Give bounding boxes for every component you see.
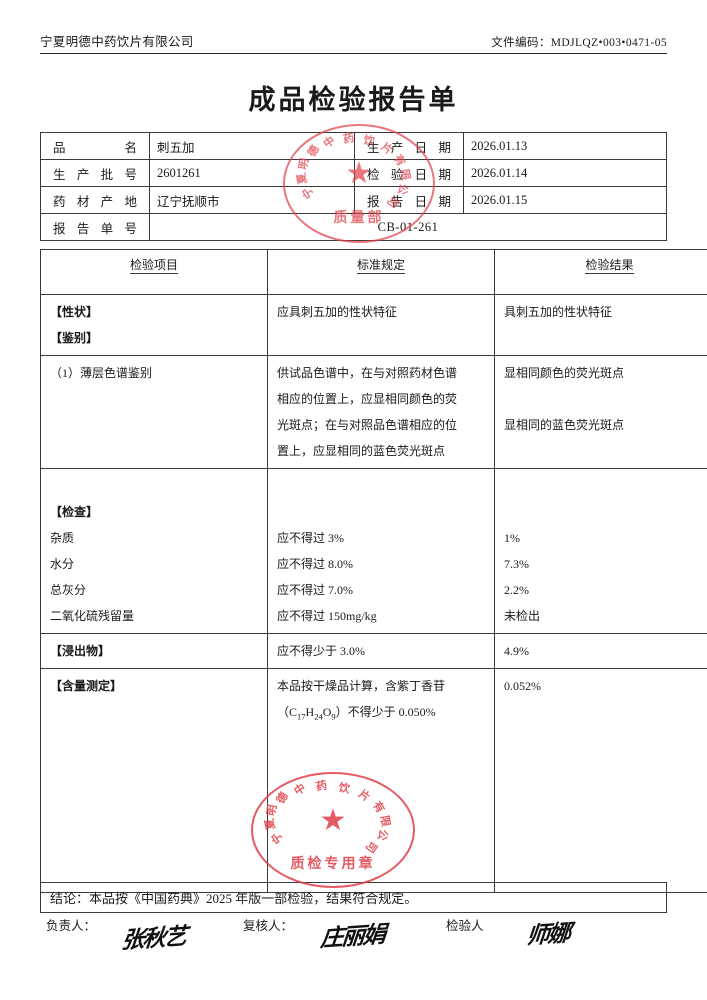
column-header-item: 检验项目: [40, 249, 268, 295]
column-header-result: 检验结果: [494, 249, 707, 295]
qc-special-seal: 宁夏明德中药饮片有限公司 ★ 质检专用章: [251, 772, 415, 888]
document-header: 宁夏明德中药饮片有限公司 文件编码：MDJLQZ•003•0471-05: [40, 31, 667, 50]
results-table: 检验项目 标准规定 检验结果 【性状】 【鉴别】 应具刺五加的性状特征 具刺五加…: [40, 249, 707, 893]
cell-standard: 应不得少于 3.0%: [267, 633, 495, 669]
signature-row: 负责人： 张秋艺 复核人： 庄丽娟 检验人 师娜: [46, 913, 667, 973]
cell-item: （1）薄层色谱鉴别: [40, 355, 268, 469]
batch-label: 生产批号: [40, 159, 150, 187]
cell-item: 【含量测定】: [40, 668, 268, 893]
seal-bottom-text: 质检专用章: [290, 856, 376, 872]
conclusion-text: 结论：本品按《中国药典》2025 年版一部检验，结果符合规定。: [40, 882, 667, 913]
table-row: （1）薄层色谱鉴别 供试品色谱中，在与对照药材色谱 相应的位置上，应显相同颜色的…: [40, 355, 707, 469]
document-code-label: 文件编码：: [491, 37, 551, 49]
table-row: 【性状】 【鉴别】 应具刺五加的性状特征 具刺五加的性状特征: [40, 294, 707, 356]
cell-item: 【检查】 杂质 水分 总灰分 二氧化硫残留量: [40, 468, 268, 634]
conclusion-table: 结论：本品按《中国药典》2025 年版一部检验，结果符合规定。: [40, 882, 667, 913]
quality-department-seal: 宁夏明德中药饮片有限公司 ★ 质量部: [283, 124, 435, 243]
signature-mark-manager: 张秋艺: [120, 922, 187, 955]
signature-mark-reviewer: 庄丽娟: [319, 920, 386, 953]
table-row: 【检查】 杂质 水分 总灰分 二氧化硫残留量 应不得过 3% 应不得过 8.0%…: [40, 468, 707, 634]
table-row: 【浸出物】 应不得少于 3.0% 4.9%: [40, 633, 707, 669]
inspection-date-value: 2026.01.14: [463, 159, 667, 187]
signature-label-reviewer: 复核人：: [243, 919, 294, 933]
document-code: 文件编码：MDJLQZ•003•0471-05: [491, 34, 667, 50]
cell-result: 4.9%: [494, 633, 707, 669]
cell-standard: 供试品色谱中，在与对照药材色谱 相应的位置上，应显相同颜色的荧 光斑点；在与对照…: [267, 355, 495, 469]
production-date-value: 2026.01.13: [463, 132, 667, 160]
report-no-label: 报告单号: [40, 213, 150, 241]
column-header-standard: 标准规定: [267, 249, 495, 295]
document-code-value: MDJLQZ•003•0471-05: [550, 37, 667, 49]
cell-result: 0.052%: [494, 668, 707, 893]
cell-result: 显相同颜色的荧光斑点 显相同的蓝色荧光斑点: [494, 355, 707, 469]
signature-label-inspector: 检验人: [446, 919, 484, 933]
signature-label-manager: 负责人：: [46, 919, 97, 933]
formula-line: （C17H24O9）不得少于 0.050%: [277, 705, 436, 722]
star-icon: ★: [345, 157, 373, 191]
report-date-value: 2026.01.15: [463, 186, 667, 214]
table-row: 结论：本品按《中国药典》2025 年版一部检验，结果符合规定。: [40, 882, 667, 913]
star-icon: ★: [319, 804, 347, 838]
product-name-label: 品名: [40, 132, 150, 160]
cell-result: 1% 7.3% 2.2% 未检出: [494, 468, 707, 634]
table-header-row: 检验项目 标准规定 检验结果: [40, 249, 707, 295]
origin-label: 药材产地: [40, 186, 150, 214]
signature-mark-inspector: 师娜: [525, 919, 571, 950]
cell-standard: 应具刺五加的性状特征: [267, 294, 495, 356]
cell-item: 【性状】 【鉴别】: [40, 294, 268, 356]
seal-bottom-text: 质量部: [333, 211, 385, 227]
cell-item: 【浸出物】: [40, 633, 268, 669]
cell-result: 具刺五加的性状特征: [494, 294, 707, 356]
header-divider: [40, 53, 667, 54]
page-title: 成品检验报告单: [248, 85, 459, 115]
company-name: 宁夏明德中药饮片有限公司: [40, 35, 194, 49]
cell-standard: 应不得过 3% 应不得过 8.0% 应不得过 7.0% 应不得过 150mg/k…: [267, 468, 495, 634]
